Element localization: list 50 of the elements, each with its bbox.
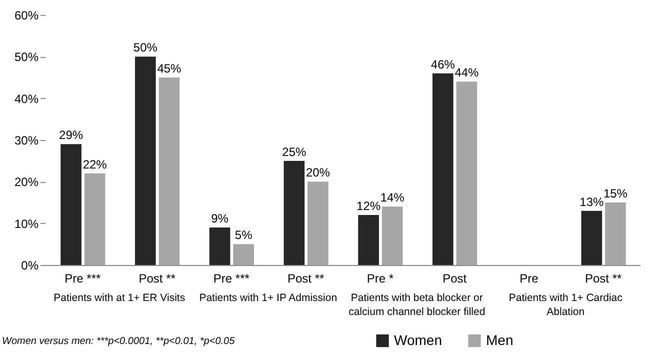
data-label: 9% [211, 212, 229, 226]
bar [358, 215, 379, 265]
x-tick-label: Pre [520, 272, 539, 286]
bar [456, 82, 478, 265]
y-tick-label: 10% [14, 216, 39, 231]
data-label: 14% [380, 190, 405, 205]
y-tick-label: 60% [14, 8, 39, 22]
data-label: 12% [356, 199, 381, 213]
x-tick-label: Post ** [584, 272, 622, 286]
text: Patients with 1+ IP Admission [199, 292, 338, 304]
bar [284, 160, 305, 265]
x-tick-label: Pre *** [213, 272, 250, 286]
x-tick-label: Post ** [287, 272, 324, 286]
bar [84, 173, 106, 265]
text: Patients with at 1+ ER Visits [54, 292, 186, 304]
bar [158, 78, 180, 265]
x-tick-label: Pre *** [64, 272, 102, 286]
bar [581, 210, 602, 265]
data-label: 29% [59, 128, 84, 142]
bar [209, 228, 230, 265]
data-label: 13% [580, 194, 604, 209]
legend-label: Men [486, 332, 514, 348]
y-tick-label: 40% [14, 92, 39, 106]
y-tick-label: 0% [21, 258, 39, 272]
data-label: 5% [234, 228, 253, 242]
x-tick-label: Pre * [366, 272, 394, 286]
data-label: 25% [282, 144, 306, 159]
legend-label: Women [394, 332, 442, 348]
data-label: 45% [157, 62, 182, 76]
bar [60, 144, 82, 265]
bar [308, 182, 328, 265]
y-tick-label: 50% [14, 50, 39, 64]
bar [432, 73, 454, 265]
bar [605, 202, 626, 265]
data-label: 50% [133, 40, 158, 55]
text: Patients with 1+ Cardiac Ablation [508, 292, 622, 318]
bar [233, 244, 254, 265]
bar [382, 206, 403, 265]
text: Women versus men: ***p<0.0001, **p<0.01, *p<0.05 [2, 336, 236, 347]
data-label: 20% [306, 166, 330, 180]
bar [134, 56, 156, 265]
y-tick-label: 30% [14, 134, 39, 148]
x-tick-label: Post [442, 272, 468, 286]
y-tick-label: 20% [14, 175, 39, 190]
data-label: 15% [603, 186, 628, 200]
data-label: 22% [82, 157, 108, 172]
text: Patients with beta blocker or calcium channel blocker filled [348, 292, 486, 318]
data-label: 46% [430, 57, 456, 72]
x-tick-label: Post ** [138, 272, 176, 286]
data-label: 44% [454, 66, 480, 80]
